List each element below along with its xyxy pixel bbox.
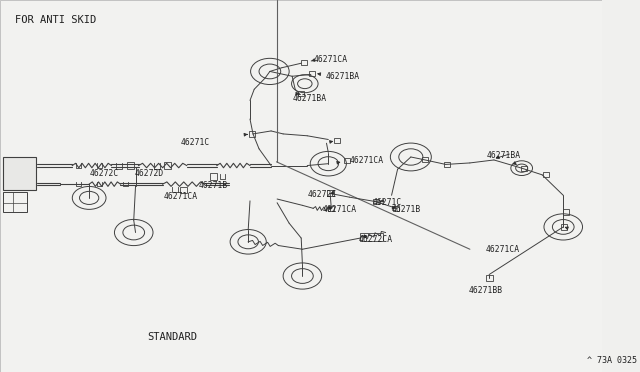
Bar [543,172,548,177]
Bar [521,166,527,171]
Bar [309,71,315,76]
Bar [3,192,27,212]
Text: 46271BA: 46271BA [292,94,326,103]
Bar [563,209,569,215]
Text: 46271BB: 46271BB [468,286,503,295]
Text: 46271CA: 46271CA [323,205,357,214]
Text: 46271CA: 46271CA [486,245,520,254]
Text: STANDARD: STANDARD [148,332,198,341]
Bar [394,206,399,211]
Bar [486,275,493,281]
Text: 46271C: 46271C [372,198,401,207]
Bar [334,138,340,143]
Text: 46271BA: 46271BA [325,72,360,81]
Bar [344,158,350,163]
Bar [164,162,171,169]
Text: 46271CA: 46271CA [313,55,348,64]
Bar [422,157,428,162]
Text: FOR ANTI SKID: FOR ANTI SKID [15,16,96,25]
Text: 46271B: 46271B [392,205,421,214]
Bar [180,187,188,193]
Text: 46272D: 46272D [135,169,164,178]
Text: 46271CA: 46271CA [164,192,198,201]
Bar [127,162,134,169]
Bar [301,60,307,65]
Text: ^ 73A 0325: ^ 73A 0325 [588,356,637,365]
Bar [360,232,383,241]
Text: 46271C: 46271C [180,138,210,147]
Bar [210,173,218,180]
Text: 46271B: 46271B [199,181,228,190]
Text: 46272CA: 46272CA [359,235,393,244]
Text: 46272C: 46272C [89,169,118,178]
Bar [373,199,379,204]
Bar [326,190,333,196]
Bar [3,157,36,190]
Text: 46271BA: 46271BA [487,151,521,160]
Bar [328,206,334,211]
Bar [249,131,255,137]
Text: 46272C: 46272C [307,190,337,199]
Bar [298,91,304,96]
Text: 46271CA: 46271CA [349,156,383,165]
Bar [561,224,568,230]
Bar [444,162,450,167]
